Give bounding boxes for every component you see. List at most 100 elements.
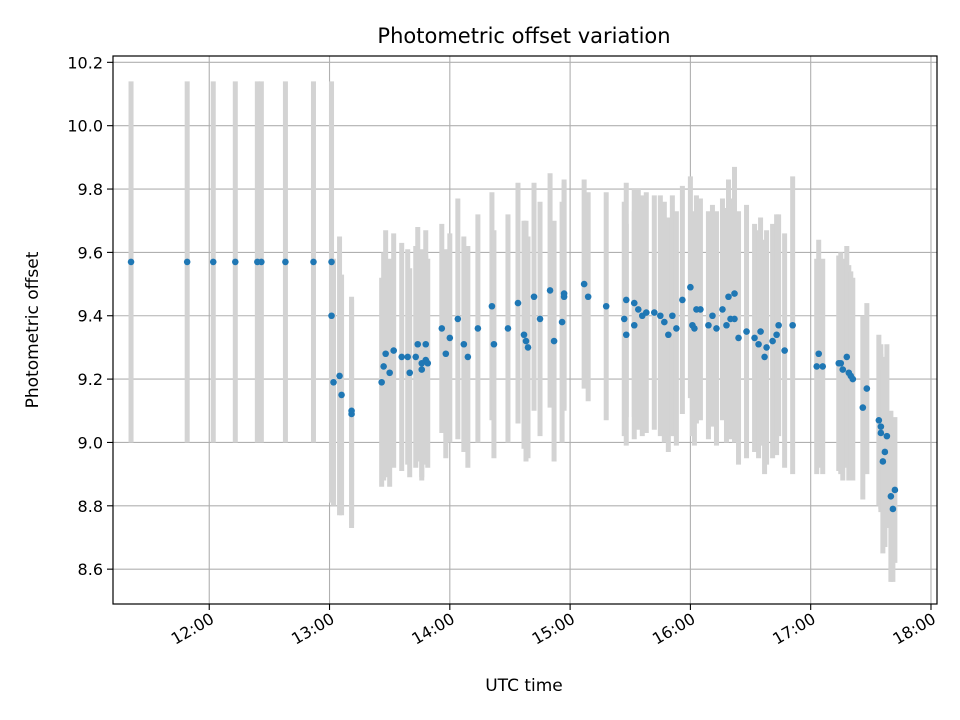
data-point: [231, 258, 239, 266]
data-point: [634, 306, 642, 313]
data-point: [328, 258, 335, 266]
data-point: [382, 350, 389, 358]
y-tick-label: 9.0: [78, 433, 103, 452]
data-point: [813, 363, 821, 370]
data-point: [536, 315, 544, 323]
data-point: [258, 258, 265, 266]
data-point: [751, 334, 758, 342]
data-point: [687, 283, 694, 291]
data-point: [418, 366, 426, 373]
data-point: [442, 350, 450, 358]
y-tick-label: 9.6: [78, 243, 103, 262]
x-tick-label: 13:00: [288, 609, 337, 649]
data-point: [514, 299, 522, 307]
data-point: [763, 344, 770, 351]
data-point: [669, 312, 676, 320]
data-point: [622, 296, 630, 304]
x-tick-label: 14:00: [408, 609, 457, 649]
data-point: [446, 334, 454, 342]
data-point: [348, 407, 355, 415]
data-point: [378, 378, 385, 386]
x-tick-label: 16:00: [649, 609, 698, 649]
data-point: [530, 293, 538, 301]
data-point: [602, 302, 610, 310]
data-point: [775, 321, 782, 329]
y-axis-ticks: 8.6 8.8 9.0 9.2 9.4 9.6 9.8 10.0 10.2: [67, 53, 113, 579]
y-tick-label: 8.8: [78, 497, 103, 516]
data-point: [310, 258, 317, 266]
data-point: [546, 287, 554, 294]
y-tick-label: 9.2: [78, 370, 103, 389]
x-tick-label: 12:00: [168, 609, 217, 649]
data-point: [630, 321, 638, 329]
data-point: [520, 331, 528, 339]
y-tick-label: 10.0: [67, 117, 103, 136]
data-point: [620, 315, 628, 323]
data-point: [490, 340, 498, 348]
data-point: [380, 363, 387, 370]
data-point: [709, 312, 716, 320]
data-point: [883, 432, 891, 440]
chart-title: Photometric offset variation: [377, 24, 670, 48]
data-point: [651, 309, 658, 316]
data-point: [282, 258, 289, 266]
data-point: [522, 337, 530, 345]
error-bars: [128, 81, 898, 582]
data-point: [558, 318, 566, 326]
data-point: [454, 315, 462, 323]
data-point: [837, 359, 845, 367]
data-point: [504, 325, 512, 332]
data-point: [723, 321, 730, 329]
data-point: [863, 385, 871, 392]
data-point: [422, 340, 430, 348]
data-point: [877, 429, 885, 437]
data-point: [889, 505, 897, 513]
data-point: [881, 448, 889, 456]
data-point: [438, 325, 446, 332]
plot-frame: [112, 55, 938, 605]
data-point: [705, 321, 712, 329]
data-point: [731, 315, 738, 323]
data-point: [769, 337, 776, 345]
data-point: [630, 299, 638, 307]
data-point: [336, 372, 343, 380]
data-point: [550, 337, 558, 345]
data-point: [580, 280, 588, 288]
data-point: [404, 353, 412, 361]
y-tick-label: 9.8: [78, 180, 103, 199]
data-point: [757, 328, 764, 335]
data-point: [390, 347, 397, 354]
y-axis-title: Photometric offset: [23, 251, 43, 408]
data-point: [398, 353, 406, 361]
data-point: [731, 290, 738, 297]
y-tick-label: 8.6: [78, 560, 103, 579]
data-point: [879, 458, 887, 465]
data-point: [877, 423, 885, 430]
y-tick-label: 9.4: [78, 307, 103, 326]
data-points: [127, 258, 899, 513]
data-point: [460, 340, 468, 348]
data-point: [891, 486, 899, 494]
data-point: [819, 363, 827, 370]
data-point: [330, 378, 337, 386]
data-point: [761, 353, 768, 361]
data-point: [661, 318, 668, 326]
data-point: [474, 325, 482, 332]
data-point: [815, 350, 823, 358]
data-point: [697, 306, 704, 313]
data-point: [414, 340, 422, 348]
data-point: [725, 293, 732, 301]
data-point: [338, 391, 345, 399]
y-tick-label: 10.2: [67, 53, 103, 72]
data-point: [524, 344, 532, 351]
data-point: [719, 306, 726, 313]
data-point: [713, 325, 720, 332]
data-point: [412, 353, 420, 361]
x-tick-label: 18:00: [890, 609, 939, 649]
data-point: [755, 340, 762, 348]
data-point: [464, 353, 472, 361]
data-point: [488, 302, 496, 310]
data-point: [127, 258, 135, 266]
data-point: [735, 334, 742, 342]
